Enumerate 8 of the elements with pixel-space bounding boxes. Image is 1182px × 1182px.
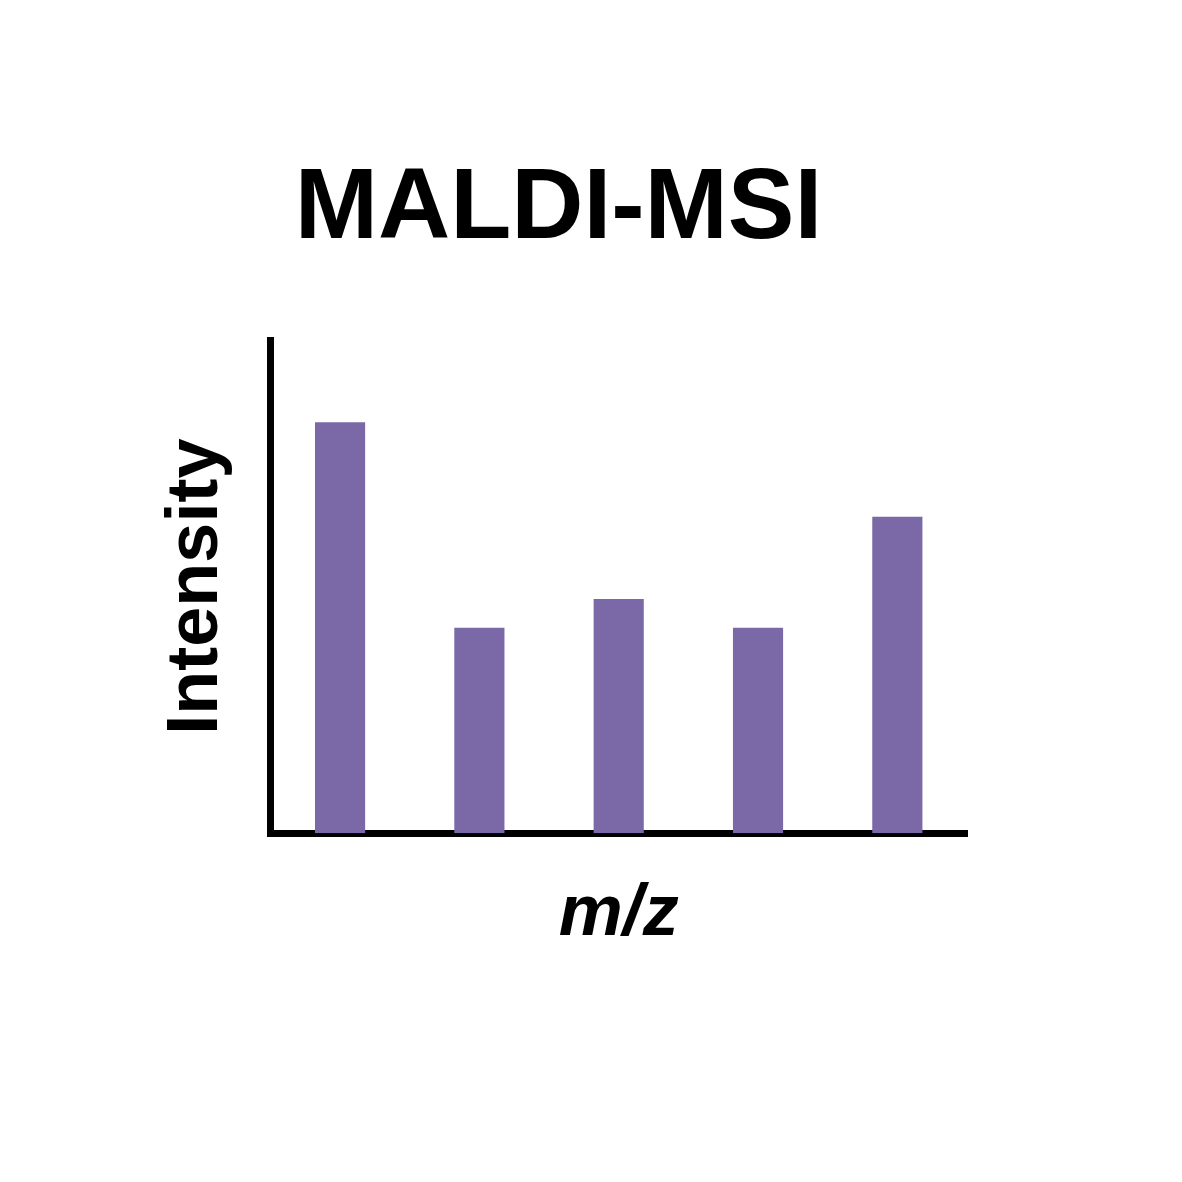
x-axis-title: m/z <box>558 869 679 950</box>
bar <box>872 516 923 834</box>
chart-title: MALDI-MSI <box>294 146 823 259</box>
y-axis-title: Intensity <box>152 438 233 735</box>
bar <box>732 627 784 834</box>
bar <box>314 422 366 834</box>
bar <box>454 627 505 834</box>
bar <box>593 598 644 834</box>
